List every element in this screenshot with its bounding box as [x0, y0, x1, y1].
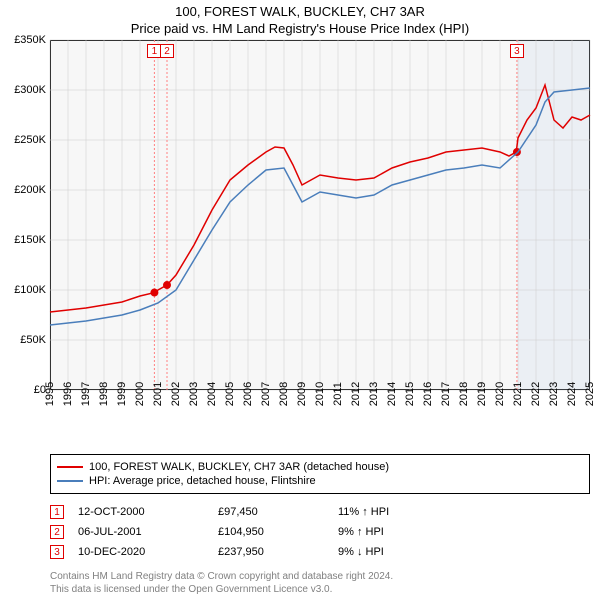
attribution-line2: This data is licensed under the Open Gov… — [50, 583, 590, 596]
x-tick-label: 2018 — [458, 382, 470, 406]
attribution-line1: Contains HM Land Registry data © Crown c… — [50, 570, 590, 583]
sales-row-price: £97,450 — [218, 506, 338, 518]
sales-row-date: 06-JUL-2001 — [78, 526, 218, 538]
sale-marker-label: 3 — [510, 44, 524, 58]
x-tick-label: 2000 — [134, 382, 146, 406]
sales-row-marker: 3 — [50, 545, 64, 559]
attribution: Contains HM Land Registry data © Crown c… — [50, 570, 590, 596]
x-tick-label: 2012 — [350, 382, 362, 406]
x-tick-label: 1998 — [98, 382, 110, 406]
x-tick-label: 2023 — [548, 382, 560, 406]
legend-label: HPI: Average price, detached house, Flin… — [89, 475, 316, 487]
y-tick-label: £300K — [14, 84, 46, 96]
x-tick-label: 2004 — [206, 382, 218, 406]
x-tick-label: 2003 — [188, 382, 200, 406]
x-tick-label: 2011 — [332, 382, 344, 406]
sales-row-marker: 1 — [50, 505, 64, 519]
x-tick-label: 2002 — [170, 382, 182, 406]
x-axis-ticks: 1995199619971998199920002001200220032004… — [50, 390, 590, 450]
y-tick-label: £150K — [14, 234, 46, 246]
legend-swatch — [57, 466, 83, 468]
x-tick-label: 2006 — [242, 382, 254, 406]
y-tick-label: £200K — [14, 184, 46, 196]
chart-titles: 100, FOREST WALK, BUCKLEY, CH7 3AR Price… — [0, 0, 600, 40]
x-tick-label: 2024 — [566, 382, 578, 406]
legend-label: 100, FOREST WALK, BUCKLEY, CH7 3AR (deta… — [89, 461, 389, 473]
x-tick-label: 2021 — [512, 382, 524, 406]
y-tick-label: £350K — [14, 34, 46, 46]
x-tick-label: 2020 — [494, 382, 506, 406]
x-tick-label: 2016 — [422, 382, 434, 406]
x-tick-label: 1996 — [62, 382, 74, 406]
x-tick-label: 2017 — [440, 382, 452, 406]
x-tick-label: 2022 — [530, 382, 542, 406]
y-tick-label: £250K — [14, 134, 46, 146]
sales-row-delta: 9% ↓ HPI — [338, 546, 458, 558]
sales-table: 1 12-OCT-2000£97,45011% ↑ HPI 2 06-JUL-2001… — [50, 502, 590, 562]
x-tick-label: 2015 — [404, 382, 416, 406]
sales-row: 3 10-DEC-2020£237,9509% ↓ HPI — [50, 542, 590, 562]
sales-row-delta: 11% ↑ HPI — [338, 506, 458, 518]
legend-item: 100, FOREST WALK, BUCKLEY, CH7 3AR (deta… — [57, 461, 583, 473]
chart-legend: 100, FOREST WALK, BUCKLEY, CH7 3AR (deta… — [50, 454, 590, 494]
x-tick-label: 2008 — [278, 382, 290, 406]
y-axis-ticks: £0£50K£100K£150K£200K£250K£300K£350K — [0, 40, 50, 390]
title-address: 100, FOREST WALK, BUCKLEY, CH7 3AR — [0, 4, 600, 21]
legend-swatch — [57, 480, 83, 482]
sales-row: 2 06-JUL-2001£104,9509% ↑ HPI — [50, 522, 590, 542]
sales-row-price: £104,950 — [218, 526, 338, 538]
x-tick-label: 2005 — [224, 382, 236, 406]
sales-row: 1 12-OCT-2000£97,45011% ↑ HPI — [50, 502, 590, 522]
x-tick-label: 1999 — [116, 382, 128, 406]
sale-marker-label: 2 — [160, 44, 174, 58]
y-tick-label: £50K — [20, 334, 46, 346]
x-tick-label: 1995 — [44, 382, 56, 406]
y-tick-label: £100K — [14, 284, 46, 296]
x-tick-label: 2014 — [386, 382, 398, 406]
x-tick-label: 1997 — [80, 382, 92, 406]
title-subtitle: Price paid vs. HM Land Registry's House … — [0, 21, 600, 38]
x-tick-label: 2009 — [296, 382, 308, 406]
sales-row-marker: 2 — [50, 525, 64, 539]
x-tick-label: 2007 — [260, 382, 272, 406]
x-tick-label: 2013 — [368, 382, 380, 406]
x-tick-label: 2025 — [584, 382, 596, 406]
sales-row-date: 12-OCT-2000 — [78, 506, 218, 518]
legend-item: HPI: Average price, detached house, Flin… — [57, 475, 583, 487]
sales-row-date: 10-DEC-2020 — [78, 546, 218, 558]
plot-svg — [50, 40, 590, 390]
sales-row-price: £237,950 — [218, 546, 338, 558]
x-tick-label: 2001 — [152, 382, 164, 406]
chart-area: £0£50K£100K£150K£200K£250K£300K£350K 199… — [50, 40, 590, 390]
sales-row-delta: 9% ↑ HPI — [338, 526, 458, 538]
x-tick-label: 2019 — [476, 382, 488, 406]
x-tick-label: 2010 — [314, 382, 326, 406]
